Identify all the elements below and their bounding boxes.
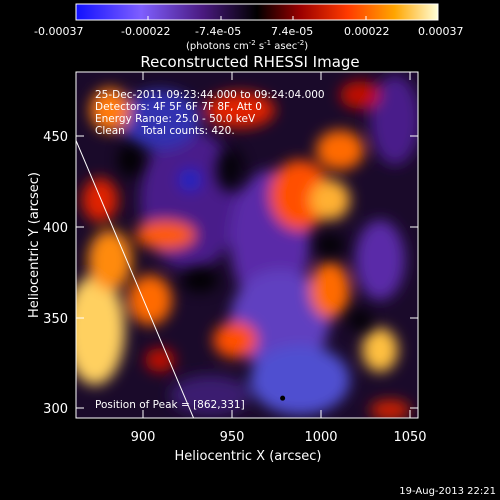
colorbar-tick-label: 7.4e-05 bbox=[271, 25, 313, 38]
colorbar-tick-label: -7.4e-05 bbox=[195, 25, 241, 38]
x-axis-label: Heliocentric X (arcsec) bbox=[175, 449, 322, 464]
footer-date: 19-Aug-2013 22:21 bbox=[399, 486, 496, 497]
colorbar bbox=[75, 3, 439, 21]
limb-line bbox=[76, 140, 195, 418]
colorbar-tick-label: 0.00037 bbox=[418, 25, 464, 38]
y-tick-label: 450 bbox=[43, 130, 68, 145]
y-tick-label: 350 bbox=[43, 312, 68, 327]
colorbar-tick-label: -0.00037 bbox=[34, 25, 83, 38]
colorbar-tick-label: 0.00022 bbox=[344, 25, 390, 38]
axis-ticks bbox=[76, 72, 418, 418]
x-tick-label: 1000 bbox=[304, 430, 337, 445]
x-tick-label: 900 bbox=[131, 430, 156, 445]
annotation-clean-counts: Clean Total counts: 420. bbox=[95, 125, 235, 137]
annotation-energy-range: Energy Range: 25.0 - 50.0 keV bbox=[95, 113, 256, 125]
heatmap-image bbox=[76, 72, 418, 418]
colorbar-ticks bbox=[75, 16, 439, 20]
chart-title: Reconstructed RHESSI Image bbox=[140, 53, 359, 71]
colorbar-units: (photons cm-2 s-1 asec-2) bbox=[186, 39, 308, 52]
annotation-time-range: 25-Dec-2011 09:23:44.000 to 09:24:04.000 bbox=[95, 89, 325, 101]
x-tick-label: 950 bbox=[220, 430, 245, 445]
y-axis-label: Heliocentric Y (arcsec) bbox=[27, 172, 42, 318]
y-tick-label: 300 bbox=[43, 402, 68, 417]
annotation-peak-position: Position of Peak = [862,331] bbox=[95, 399, 245, 411]
y-tick-label: 400 bbox=[43, 221, 68, 236]
annotation-detectors: Detectors: 4F 5F 6F 7F 8F, Att 0 bbox=[95, 101, 262, 113]
plot-frame bbox=[75, 71, 419, 419]
peak-marker bbox=[280, 395, 286, 401]
x-tick-label: 1050 bbox=[393, 430, 426, 445]
colorbar-tick-label: -0.00022 bbox=[121, 25, 170, 38]
